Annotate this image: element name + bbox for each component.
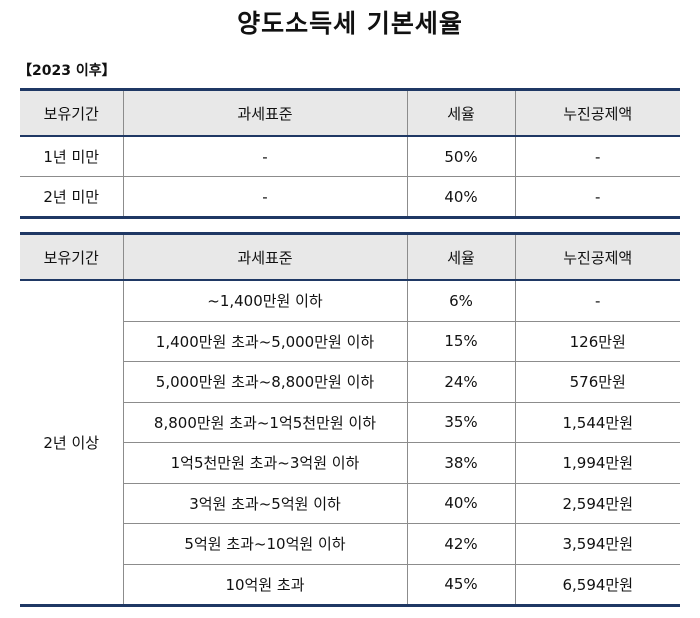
deduction-cell: 576만원 [514, 361, 680, 403]
period-cell: 2년 이상 [20, 279, 124, 607]
tax-base-cell: - [122, 176, 408, 219]
rate-cell: 6% [406, 279, 516, 322]
deduction-cell: - [514, 279, 680, 322]
table-row: 2년 미만 - 40% - [20, 176, 680, 219]
header-rate: 세율 [406, 232, 516, 281]
table-row: 5,000만원 초과~8,800만원 이하 24% 576만원 [20, 361, 680, 403]
rate-cell: 42% [406, 523, 516, 565]
rate-cell: 24% [406, 361, 516, 403]
header-tax-base: 과세표준 [122, 232, 408, 281]
tax-base-cell: 10억원 초과 [123, 563, 408, 607]
table-row: 1억5천만원 초과~3억원 이하 38% 1,994만원 [20, 442, 680, 484]
tax-base-cell: - [122, 135, 408, 177]
deduction-cell: 2,594만원 [514, 482, 680, 524]
period-label: 【2023 이후】 [18, 63, 116, 79]
rate-cell: 35% [406, 401, 516, 443]
table-row: 10억원 초과 45% 6,594만원 [20, 563, 680, 607]
deduction-cell: 126만원 [514, 320, 680, 362]
header-rate: 세율 [406, 88, 516, 137]
table-header-row: 보유기간 과세표준 세율 누진공제액 [20, 232, 680, 281]
tax-base-cell: 1,400만원 초과~5,000만원 이하 [123, 320, 408, 362]
tax-base-cell: 1억5천만원 초과~3억원 이하 [123, 442, 408, 484]
short-term-table: 보유기간 과세표준 세율 누진공제액 1년 미만 - 50% - 2년 미만 -… [20, 88, 680, 219]
tax-base-cell: 5억원 초과~10억원 이하 [123, 523, 408, 565]
rate-cell: 45% [406, 563, 516, 607]
deduction-cell: - [514, 176, 680, 219]
tax-base-cell: 5,000만원 초과~8,800만원 이하 [123, 361, 408, 403]
long-term-table: 보유기간 과세표준 세율 누진공제액 2년 이상 ~1,400만원 이하 6% … [20, 232, 680, 607]
deduction-cell: - [514, 135, 680, 177]
header-period: 보유기간 [20, 232, 124, 281]
period-cell: 1년 미만 [20, 135, 124, 177]
header-tax-base: 과세표준 [122, 88, 408, 137]
tax-base-cell: 8,800만원 초과~1억5천만원 이하 [123, 401, 408, 443]
period-cell: 2년 미만 [20, 176, 124, 219]
table-row: 1,400만원 초과~5,000만원 이하 15% 126만원 [20, 320, 680, 362]
table-row: 2년 이상 ~1,400만원 이하 6% - [20, 279, 680, 607]
page-title: 양도소득세 기본세율 [237, 9, 463, 38]
rate-cell: 40% [406, 482, 516, 524]
tax-base-cell: ~1,400만원 이하 [122, 279, 408, 322]
table-row: 1년 미만 - 50% - [20, 135, 680, 177]
header-deduction: 누진공제액 [514, 232, 680, 281]
deduction-cell: 1,994만원 [514, 442, 680, 484]
header-period: 보유기간 [20, 88, 124, 137]
rate-cell: 38% [406, 442, 516, 484]
deduction-cell: 6,594만원 [514, 563, 680, 607]
deduction-cell: 1,544만원 [514, 401, 680, 443]
rate-cell: 50% [406, 135, 516, 177]
tax-base-cell: 3억원 초과~5억원 이하 [123, 482, 408, 524]
rate-cell: 15% [406, 320, 516, 362]
deduction-cell: 3,594만원 [514, 523, 680, 565]
rate-cell: 40% [406, 176, 516, 219]
header-deduction: 누진공제액 [514, 88, 680, 137]
table-header-row: 보유기간 과세표준 세율 누진공제액 [20, 88, 680, 137]
